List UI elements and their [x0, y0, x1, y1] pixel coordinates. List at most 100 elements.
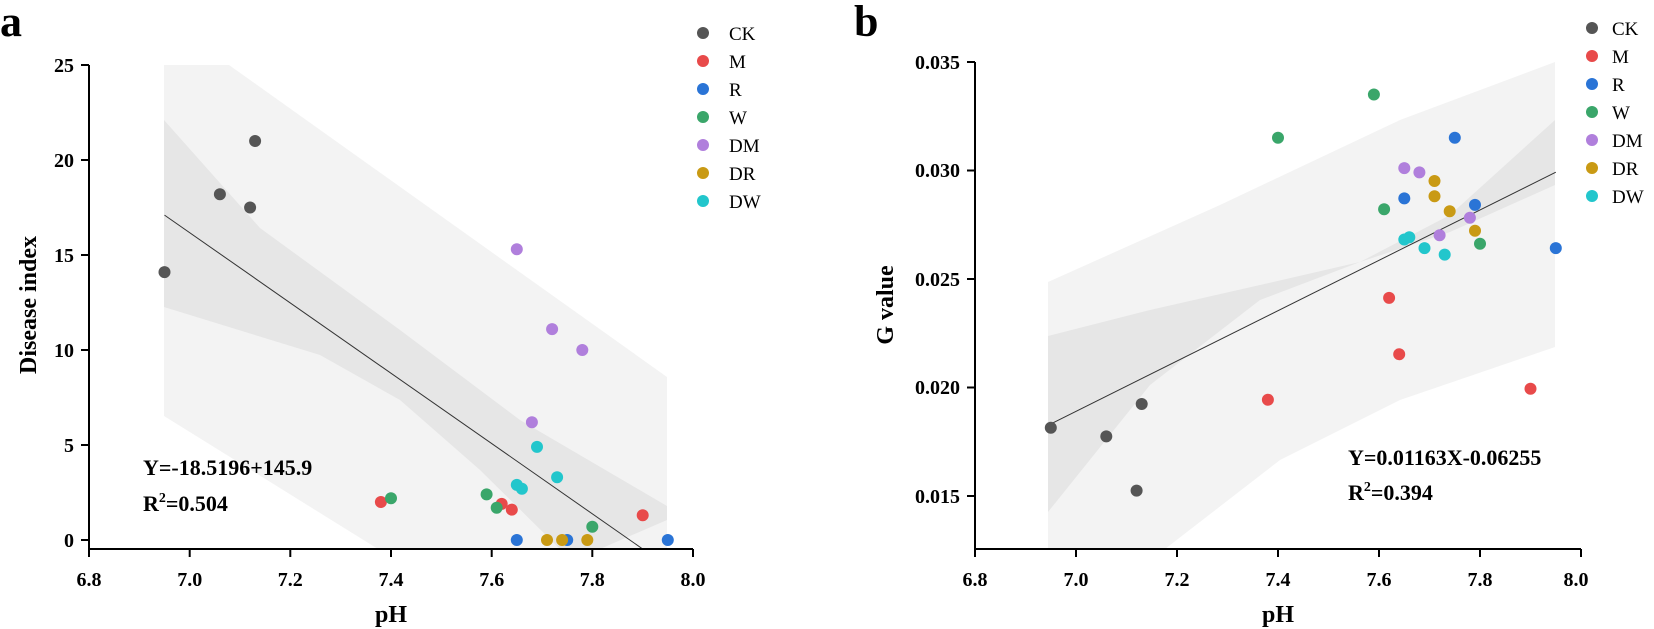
point-dm: [546, 323, 559, 336]
point-ck: [158, 266, 171, 279]
prediction-band: [164, 65, 667, 549]
confidence-band: [164, 120, 667, 549]
legend-label-ck: CK: [1612, 19, 1639, 40]
x-tick-label: 6.8: [77, 569, 102, 591]
point-r: [661, 534, 674, 546]
point-dr: [1428, 190, 1441, 203]
point-dm: [1433, 229, 1446, 242]
x-tick-label: 7.8: [580, 569, 605, 591]
y-tick-label: 0.030: [915, 160, 960, 182]
legend-marker-w: [697, 111, 709, 123]
legend-marker-dw: [697, 195, 709, 207]
point-dw: [515, 482, 528, 495]
y-tick-label: 0.015: [915, 486, 960, 508]
point-r: [1448, 131, 1461, 144]
legend-label-ck: CK: [729, 24, 756, 45]
y-axis-title: Disease index: [16, 236, 42, 374]
point-ck: [1130, 484, 1143, 497]
x-tick-label: 7.4: [1266, 569, 1291, 591]
y-ticks: 0.015 0.020 0.025 0.030 0.035: [915, 52, 975, 508]
legend-marker-m: [1586, 50, 1598, 62]
point-m: [1524, 382, 1537, 395]
r-squared: R2=0.504: [143, 491, 228, 516]
point-w: [480, 488, 493, 501]
x-tick-label: 7.2: [1165, 569, 1190, 591]
point-ck: [213, 188, 226, 201]
prediction-band: [1048, 62, 1555, 549]
legend: CK M R W DM DR DW: [1586, 19, 1644, 208]
point-m: [636, 509, 649, 522]
panel-b-letter: b: [854, 0, 878, 46]
legend-label-w: W: [729, 108, 747, 129]
y-tick-label: 0: [64, 530, 74, 552]
confidence-band: [1048, 120, 1555, 512]
x-axis-title: pH: [1262, 602, 1294, 628]
point-w: [385, 492, 397, 505]
point-dm: [525, 416, 538, 429]
legend-label-dw: DW: [729, 192, 761, 213]
y-tick-label: 0.020: [915, 377, 960, 399]
legend-label-dr: DR: [729, 164, 756, 185]
legend-marker-dm: [1586, 134, 1598, 146]
x-tick-label: 7.2: [278, 569, 303, 591]
legend-marker-m: [697, 55, 709, 67]
y-tick-label: 15: [54, 245, 74, 267]
legend-label-m: M: [729, 52, 746, 73]
legend-marker-dr: [697, 167, 709, 179]
legend-label-dm: DM: [1612, 131, 1643, 152]
point-dr: [581, 534, 594, 546]
regression-equation: Y=-18.5196+145.9: [143, 455, 312, 480]
panel-b: b 6.8 7.0 7.2 7.4 7.6 7.8 8.0: [854, 0, 1644, 628]
x-ticks: 6.8 7.0 7.2 7.4 7.6 7.8 8.0: [77, 549, 706, 591]
legend-marker-dm: [697, 139, 709, 151]
point-dw: [1438, 248, 1451, 261]
y-tick-label: 20: [54, 150, 74, 172]
point-dr: [1469, 224, 1481, 237]
point-dw: [1403, 231, 1416, 244]
point-ck: [1100, 430, 1113, 443]
legend-marker-ck: [697, 27, 709, 39]
point-r: [1398, 192, 1411, 205]
x-tick-label: 7.0: [1064, 569, 1089, 591]
point-dm: [1463, 211, 1476, 224]
panel-a: a 6.8 7.0 7.2 7.4 7.6 7.8 8.0: [0, 0, 761, 628]
x-tick-label: 7.8: [1468, 569, 1493, 591]
y-ticks: 0 5 10 15 20 25: [54, 55, 89, 552]
legend-label-dw: DW: [1612, 187, 1644, 208]
y-tick-label: 10: [54, 340, 74, 362]
x-tick-label: 7.4: [379, 569, 404, 591]
point-ck: [249, 135, 262, 147]
point-dw: [551, 471, 564, 484]
x-tick-label: 7.6: [1367, 569, 1392, 591]
point-m: [1383, 291, 1396, 304]
x-ticks: 6.8 7.0 7.2 7.4 7.6 7.8 8.0: [963, 549, 1589, 591]
point-dm: [1413, 166, 1426, 179]
legend-label-dm: DM: [729, 136, 760, 157]
legend-label-r: R: [1612, 75, 1625, 96]
legend-label-w: W: [1612, 103, 1630, 124]
legend-marker-ck: [1586, 22, 1598, 34]
point-r: [1469, 198, 1481, 211]
point-m: [374, 496, 387, 508]
point-w: [1474, 237, 1486, 250]
y-tick-label: 0.035: [915, 52, 960, 74]
x-tick-label: 6.8: [963, 569, 988, 591]
point-w: [1367, 88, 1380, 101]
point-w: [1272, 131, 1284, 144]
point-m: [1393, 348, 1406, 361]
legend: CK M R W DM DR DW: [697, 24, 761, 213]
legend-label-r: R: [729, 80, 742, 101]
point-w: [1378, 203, 1391, 216]
point-dr: [1428, 175, 1441, 187]
point-m: [505, 503, 518, 516]
point-dr: [556, 534, 569, 546]
panel-a-letter: a: [0, 0, 22, 46]
point-r: [510, 534, 523, 546]
legend-label-m: M: [1612, 47, 1629, 68]
point-dw: [1418, 242, 1431, 255]
x-axis-title: pH: [375, 602, 407, 628]
data-points: [158, 135, 674, 546]
x-tick-label: 8.0: [1564, 569, 1589, 591]
legend-marker-dw: [1586, 190, 1598, 202]
y-tick-label: 5: [64, 435, 74, 457]
